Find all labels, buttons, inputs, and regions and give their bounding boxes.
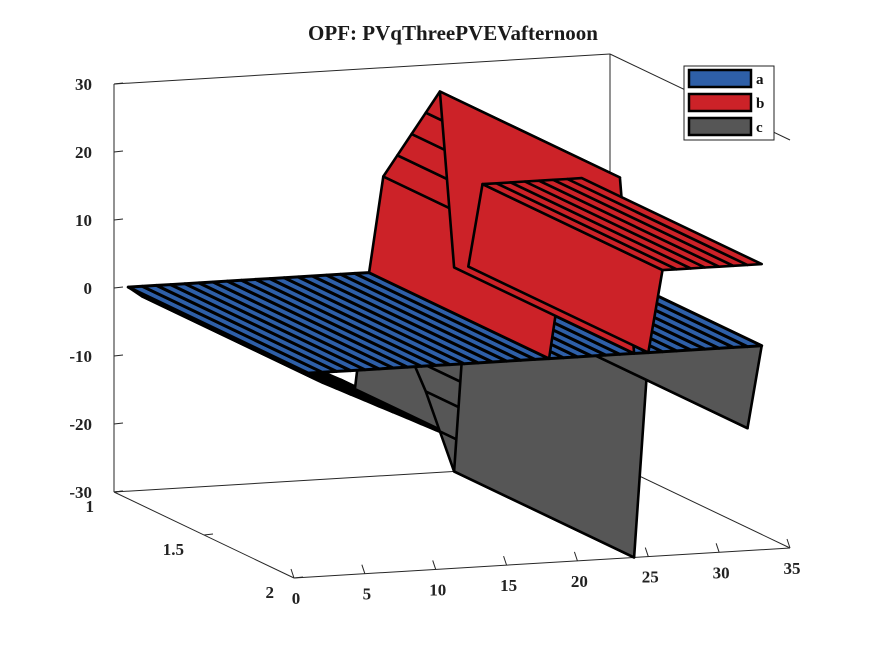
y-tick-mark-1 (203, 533, 214, 536)
x-tick-mark-4 (573, 551, 578, 562)
legend-swatch-a (687, 68, 753, 89)
z-tick-label-0: 30 (75, 75, 92, 94)
chart-title: OPF: PVqThreePVEVafternoon (308, 21, 598, 45)
z-tick-label-3: 0 (84, 279, 93, 298)
x-tick-label-6: 30 (713, 563, 730, 582)
z-tick-label-1: 20 (75, 143, 92, 162)
x-tick-label-5: 25 (642, 568, 659, 587)
x-tick-label-3: 15 (500, 576, 517, 595)
x-tick-label-2: 10 (429, 580, 446, 599)
x-tick-mark-6 (715, 543, 720, 553)
x-tick-mark-2 (432, 560, 437, 570)
legend-label-b: b (756, 96, 764, 112)
z-tick-mark-4 (113, 354, 124, 357)
axis-ticks: 0 5 10 15 20 25 30 35 1 1.5 2 30 20 10 0 -10 -20 -30 (69, 75, 800, 608)
z-tick-mark-2 (113, 218, 124, 221)
legend-swatch-c (687, 116, 753, 137)
axis-edge-7 (293, 547, 791, 579)
series-b-surface (367, 90, 764, 360)
y-tick-label-0: 1 (86, 497, 95, 516)
z-tick-label-4: -10 (69, 347, 92, 366)
series-b-panel-32 (566, 176, 764, 267)
z-tick-label-5: -20 (69, 415, 92, 434)
y-tick-mark-2 (293, 576, 304, 579)
x-tick-mark-5 (644, 547, 649, 557)
z-tick-mark-6 (113, 490, 124, 493)
x-tick-mark-1 (361, 564, 366, 574)
x-tick-label-7: 35 (784, 559, 801, 578)
z-tick-mark-1 (113, 150, 124, 153)
z-tick-label-6: -30 (69, 483, 92, 502)
y-tick-label-2: 2 (266, 583, 275, 602)
x-tick-label-1: 5 (363, 585, 372, 604)
axis-edge-5 (113, 53, 611, 85)
z-tick-mark-0 (113, 82, 124, 85)
z-tick-mark-3 (113, 286, 124, 289)
x-tick-mark-3 (503, 555, 508, 566)
chart-surfaces (126, 90, 764, 559)
y-tick-label-1: 1.5 (163, 540, 184, 559)
x-tick-label-4: 20 (571, 572, 588, 591)
legend-label-a: a (756, 72, 764, 88)
z-tick-mark-5 (113, 422, 124, 425)
legend-swatch-b (687, 92, 753, 113)
x-tick-label-0: 0 (292, 589, 301, 608)
legend-label-c: c (756, 120, 763, 136)
x-tick-mark-0 (290, 568, 295, 579)
legend: abc (683, 65, 775, 141)
x-tick-mark-7 (786, 538, 791, 549)
z-tick-label-2: 10 (75, 211, 92, 230)
